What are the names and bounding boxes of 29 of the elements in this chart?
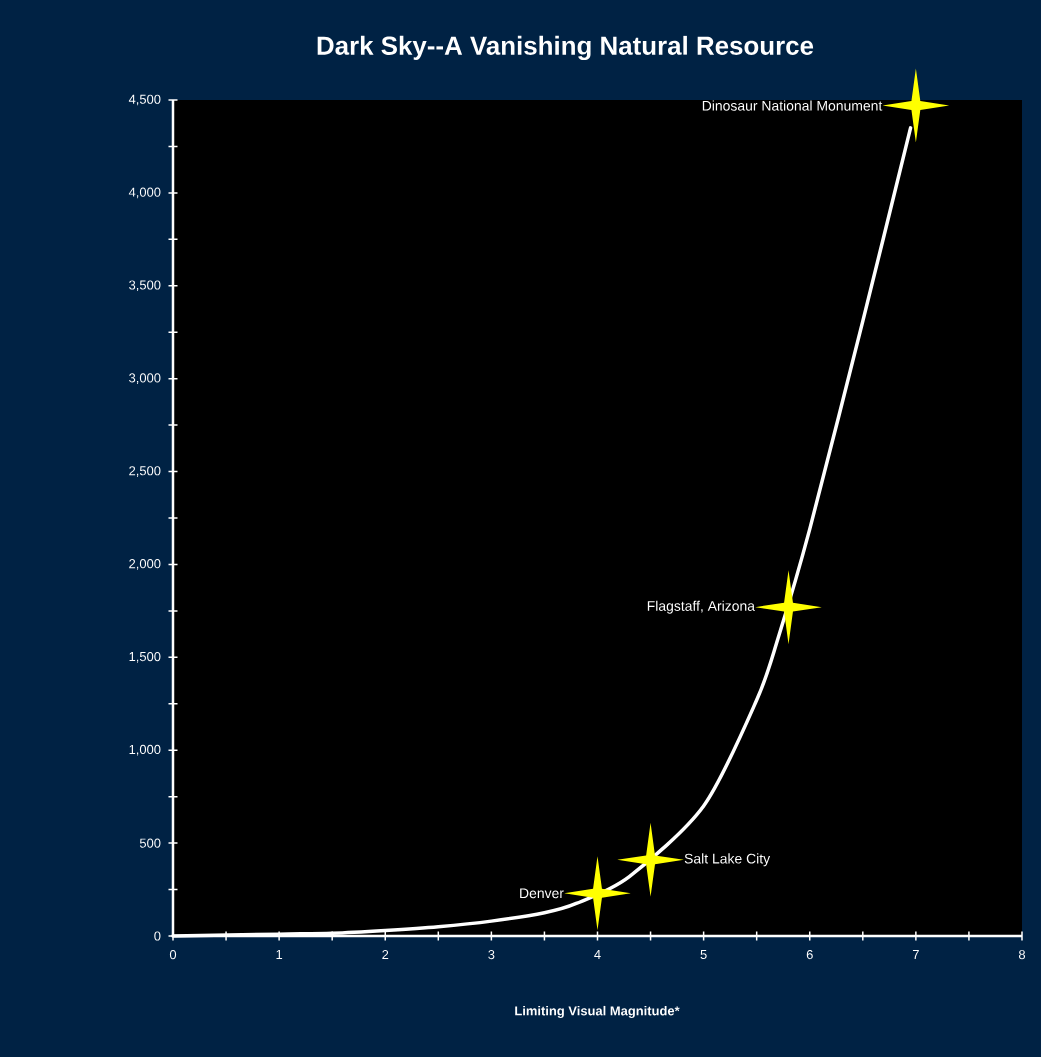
x-tick-label: 0 <box>169 950 177 960</box>
x-tick-label: 6 <box>806 950 813 960</box>
annotation: Flagstaff, Arizona <box>647 600 755 614</box>
y-tick-label: 4,000 <box>128 187 161 199</box>
x-tick-label: 3 <box>488 950 495 960</box>
y-tick-label: 2,500 <box>129 466 161 477</box>
x-axis-title: Limiting Visual Magnitude* <box>515 1005 680 1019</box>
y-tick-label: 1,500 <box>129 651 161 663</box>
point <box>617 822 684 897</box>
y-tick-label: 1,000 <box>129 744 161 756</box>
y-tick-label: 2,000 <box>129 559 161 570</box>
chart-title: Dark Sky--A Vanishing Natural Resource <box>317 35 814 61</box>
annotation: Denver <box>520 888 564 899</box>
x-tick-label: 1 <box>276 950 283 959</box>
y-tick-label: 500 <box>139 838 161 848</box>
y-tick-label: 3,500 <box>129 280 161 292</box>
point <box>755 570 822 645</box>
x-tick-label: 7 <box>912 950 919 959</box>
y-tick-label: 0 <box>154 931 161 941</box>
x-tick-label: 4 <box>594 950 601 959</box>
y-tick-label: 4,500 <box>128 94 161 106</box>
point <box>882 68 950 143</box>
y-tick-label: 3,000 <box>129 373 161 385</box>
x-tick-label: 8 <box>1018 950 1026 960</box>
annotation: Dinosaur National Monument <box>702 100 883 111</box>
x-tick-label: 5 <box>700 950 707 960</box>
point <box>564 856 631 931</box>
annotation: Salt Lake City <box>684 853 771 867</box>
x-tick-label: 2 <box>382 950 389 960</box>
